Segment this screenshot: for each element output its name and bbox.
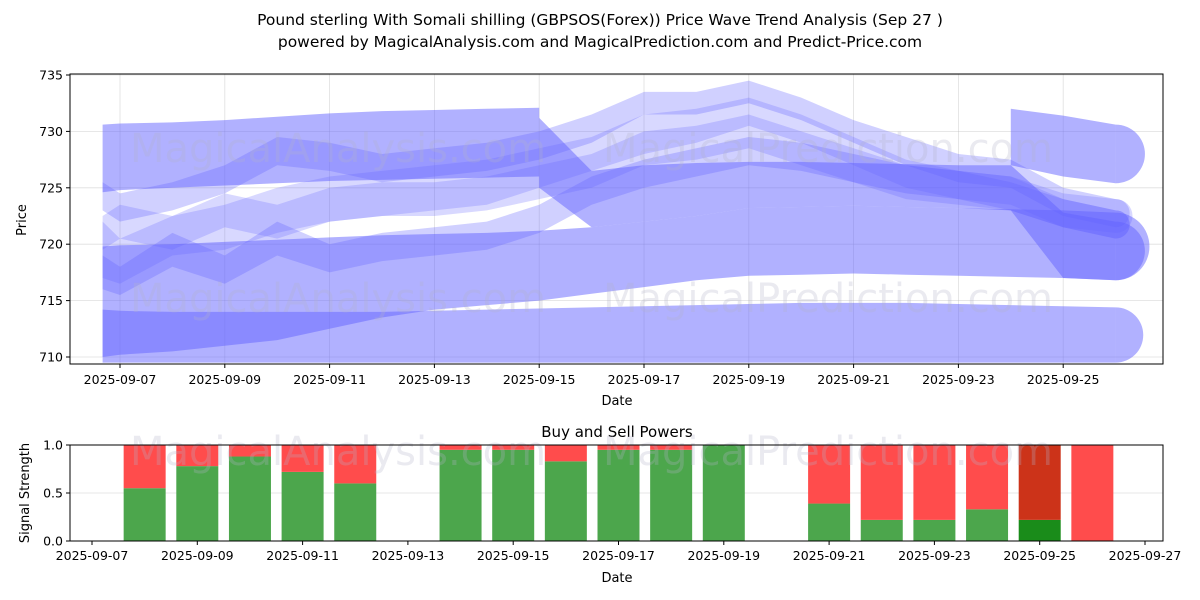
- signal-y-axis-label: Signal Strength: [18, 443, 33, 543]
- signal-x-tick-label: 2025-09-23: [898, 548, 971, 563]
- price-plot-frame: [69, 73, 1164, 365]
- price-wave-band-wave-4: [539, 117, 1116, 281]
- signal-x-tick-label: 2025-09-11: [266, 548, 339, 563]
- price-x-tick-label: 2025-09-19: [712, 372, 785, 387]
- price-y-tick-label: 720: [39, 237, 63, 252]
- sell-bar: [650, 445, 693, 450]
- buy-bar: [281, 471, 324, 541]
- buy-bar: [650, 449, 693, 541]
- signal-x-tick-label: 2025-09-27: [1109, 548, 1182, 563]
- buy-bar: [123, 488, 166, 541]
- price-wave-band-wave-7: [102, 97, 1116, 284]
- signal-y-tick-label: 0.5: [43, 486, 63, 501]
- sell-bar: [544, 445, 587, 462]
- signal-x-axis-label: Date: [601, 571, 632, 586]
- sell-bar: [860, 445, 903, 520]
- sell-bar: [492, 445, 535, 450]
- price-x-tick-label: 2025-09-25: [1027, 372, 1100, 387]
- buy-sell-title: Buy and Sell Powers: [541, 423, 693, 441]
- buy-bar: [544, 461, 587, 541]
- buy-bar: [228, 456, 271, 541]
- chart-title: Pound sterling With Somali shilling (GBP…: [257, 11, 943, 29]
- buy-sell-chart: Buy and Sell Powers MagicalAnalysis.com …: [18, 423, 1181, 586]
- price-x-tick-label: 2025-09-09: [188, 372, 261, 387]
- sell-bar: [176, 445, 219, 467]
- price-y-axis-label: Price: [15, 204, 30, 236]
- price-x-tick-label: 2025-09-11: [293, 372, 366, 387]
- price-x-tick-label: 2025-09-21: [817, 372, 890, 387]
- signal-x-tick-label: 2025-09-15: [477, 548, 550, 563]
- price-x-tick-label: 2025-09-07: [84, 372, 157, 387]
- watermark-3: MagicalAnalysis.com: [130, 276, 546, 322]
- signal-x-tick-label: 2025-09-19: [687, 548, 760, 563]
- signal-x-tick-label: 2025-09-09: [161, 548, 234, 563]
- price-x-tick-label: 2025-09-13: [398, 372, 471, 387]
- sell-bar: [228, 445, 271, 457]
- buy-bar: [439, 449, 482, 541]
- price-wave-band-wave-6: [102, 80, 1116, 228]
- watermark-1: MagicalAnalysis.com: [130, 126, 546, 172]
- price-wave-cap-wave-3: [1115, 307, 1144, 363]
- price-wave-cap-wave-5: [1115, 124, 1145, 184]
- buy-bar: [913, 519, 956, 541]
- price-wave-cap-wave-4: [1115, 221, 1145, 281]
- price-y-tick-label: 715: [39, 293, 63, 308]
- buy-bar: [334, 483, 377, 541]
- buy-bar: [1018, 519, 1061, 541]
- signal-y-tick-label: 1.0: [43, 438, 63, 453]
- watermark-2: MagicalPrediction.com: [603, 126, 1053, 172]
- price-wave-cap-wave-9: [1115, 210, 1130, 239]
- signal-x-tick-label: 2025-09-07: [56, 548, 129, 563]
- sell-bar: [281, 445, 324, 472]
- buy-bar: [808, 503, 851, 541]
- price-wave-cap-wave-8: [1115, 199, 1133, 233]
- signal-x-tick-label: 2025-09-25: [1003, 548, 1076, 563]
- signal-y-tick-label: 0.0: [43, 534, 63, 549]
- price-y-tick-label: 725: [39, 180, 63, 195]
- buy-bar: [176, 466, 219, 541]
- watermark-5: MagicalAnalysis.com: [130, 429, 546, 475]
- buy-bar: [597, 449, 640, 541]
- price-y-tick-label: 710: [39, 350, 63, 365]
- sell-bar: [966, 445, 1009, 510]
- sell-bar: [1018, 445, 1061, 520]
- sell-bar: [597, 445, 640, 450]
- price-wave-band-wave-8: [102, 114, 1116, 250]
- watermark-6: MagicalPrediction.com: [603, 429, 1053, 475]
- price-wave-cap-wave-7: [1115, 210, 1130, 239]
- sell-bar: [123, 445, 166, 489]
- buy-bar: [966, 509, 1009, 541]
- price-wave-band-wave-1: [102, 107, 540, 193]
- sell-bar: [808, 445, 851, 504]
- signal-axis-ticks: 0.0 0.5 1.0 2025-09-07 2025-09-09 2025-09-11 2…: [43, 438, 1181, 564]
- price-wave-band-wave-9: [102, 137, 1116, 295]
- signal-x-tick-label: 2025-09-13: [372, 548, 445, 563]
- sell-bar: [439, 445, 482, 450]
- signal-x-tick-label: 2025-09-21: [793, 548, 866, 563]
- price-y-tick-label: 730: [39, 124, 63, 139]
- price-y-tick-label: 735: [39, 68, 63, 83]
- signal-x-tick-label: 2025-09-17: [582, 548, 655, 563]
- price-wave-band-wave-3: [102, 302, 1116, 363]
- buy-bar: [702, 445, 745, 541]
- buy-bar: [492, 449, 535, 541]
- watermark-4: MagicalPrediction.com: [603, 276, 1053, 322]
- sell-bar: [334, 445, 377, 484]
- price-axis-ticks: 710 715 720 725 730 735 2025-09-07 2025-09-09 20…: [39, 68, 1099, 388]
- chart-subtitle: powered by MagicalAnalysis.com and Magic…: [277, 33, 923, 51]
- sell-bar: [1071, 445, 1114, 541]
- price-wave-bands: [102, 80, 1150, 363]
- price-x-axis-label: Date: [601, 394, 632, 409]
- price-x-tick-label: 2025-09-23: [922, 372, 995, 387]
- price-wave-chart: MagicalAnalysis.com MagicalPrediction.co…: [15, 68, 1164, 409]
- price-wave-band-wave-5: [1010, 108, 1116, 184]
- signal-bars: [123, 445, 1114, 541]
- price-x-tick-label: 2025-09-17: [608, 372, 681, 387]
- buy-bar: [860, 519, 903, 541]
- sell-bar: [913, 445, 956, 520]
- price-x-tick-label: 2025-09-15: [503, 372, 576, 387]
- price-wave-cap-wave-6: [1115, 199, 1130, 228]
